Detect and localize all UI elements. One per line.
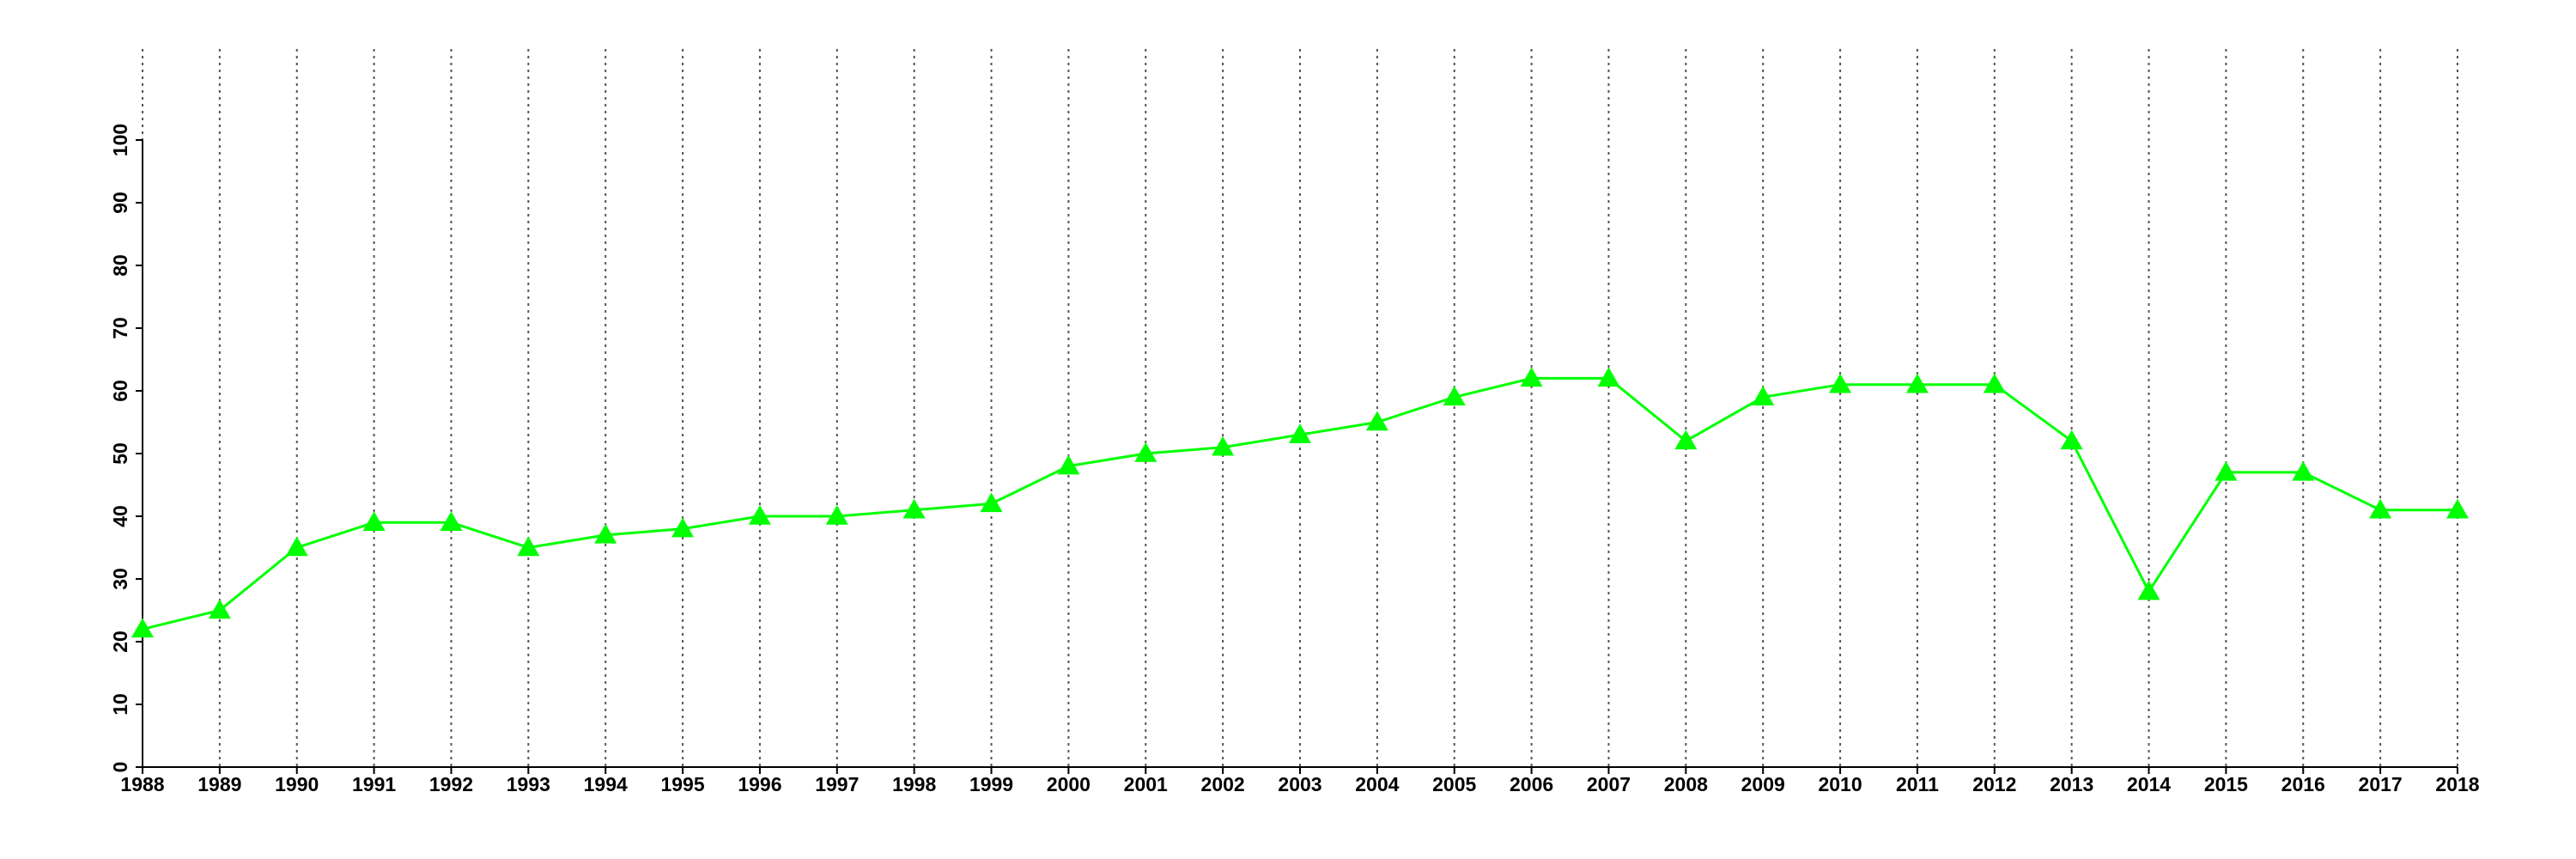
data-point — [671, 517, 695, 538]
data-point — [2060, 430, 2083, 450]
x-tick-label: 1989 — [197, 773, 241, 795]
data-point — [2137, 580, 2160, 600]
data-point — [2292, 460, 2315, 481]
data-point — [440, 511, 463, 532]
y-tick-label: 70 — [109, 317, 131, 339]
data-point — [1212, 436, 1235, 456]
y-tick-label: 90 — [109, 192, 131, 214]
x-tick-label: 1995 — [660, 773, 704, 795]
data-point — [1905, 373, 1929, 393]
x-tick-label: 2015 — [2204, 773, 2248, 795]
x-tick-label: 2014 — [2127, 773, 2171, 795]
x-tick-label: 2001 — [1124, 773, 1168, 795]
data-point — [131, 618, 154, 638]
data-point — [1289, 423, 1311, 443]
data-point — [980, 492, 1003, 513]
data-point — [594, 523, 617, 544]
x-tick-label: 1994 — [584, 773, 628, 795]
x-tick-label: 2007 — [1587, 773, 1631, 795]
data-point — [1365, 411, 1388, 431]
y-tick-label: 30 — [109, 568, 131, 590]
y-tick-label: 0 — [109, 762, 131, 773]
x-tick-label: 2002 — [1201, 773, 1245, 795]
y-tick-label: 20 — [109, 631, 131, 653]
x-tick-label: 2016 — [2281, 773, 2325, 795]
data-point — [1443, 386, 1466, 406]
x-tick-label: 2011 — [1896, 773, 1939, 795]
data-point — [1752, 386, 1775, 406]
x-tick-label: 2005 — [1432, 773, 1476, 795]
data-point — [2215, 460, 2238, 481]
x-tick-label: 2009 — [1741, 773, 1785, 795]
y-tick-label: 40 — [109, 505, 131, 527]
data-point — [1134, 442, 1157, 462]
y-tick-label: 100 — [109, 124, 131, 156]
data-point — [2446, 498, 2469, 519]
data-point — [1520, 367, 1543, 387]
y-tick-label: 80 — [109, 254, 131, 277]
x-tick-label: 1999 — [969, 773, 1013, 795]
x-tick-label: 1988 — [120, 773, 164, 795]
x-tick-label: 2008 — [1664, 773, 1708, 795]
x-tick-label: 2018 — [2435, 773, 2479, 795]
x-tick-label: 2006 — [1510, 773, 1553, 795]
x-tick-label: 2003 — [1278, 773, 1321, 795]
data-point — [748, 505, 771, 525]
data-point — [208, 599, 231, 619]
data-point — [1983, 373, 2006, 393]
y-tick-label: 10 — [109, 693, 131, 716]
x-tick-label: 2017 — [2359, 773, 2403, 795]
data-point — [1829, 373, 1852, 393]
data-point — [362, 511, 386, 532]
x-tick-label: 1998 — [892, 773, 936, 795]
data-point — [1597, 367, 1620, 387]
data-point — [1674, 430, 1698, 450]
x-tick-label: 2013 — [2050, 773, 2093, 795]
y-tick-label: 50 — [109, 442, 131, 465]
x-tick-label: 1997 — [815, 773, 859, 795]
y-tick-label: 60 — [109, 380, 131, 402]
x-tick-label: 2010 — [1818, 773, 1862, 795]
x-tick-label: 2004 — [1355, 773, 1399, 795]
data-point — [902, 498, 926, 519]
x-tick-label: 1990 — [275, 773, 319, 795]
x-tick-label: 1996 — [738, 773, 781, 795]
data-point — [1057, 454, 1080, 475]
data-point — [825, 505, 848, 525]
x-tick-label: 2012 — [1972, 773, 2016, 795]
data-point — [2369, 498, 2392, 519]
data-point — [517, 536, 540, 557]
x-tick-label: 1992 — [429, 773, 473, 795]
x-tick-label: 1991 — [352, 773, 396, 795]
x-tick-label: 2000 — [1047, 773, 1091, 795]
data-point — [285, 536, 308, 557]
x-tick-label: 1993 — [507, 773, 550, 795]
